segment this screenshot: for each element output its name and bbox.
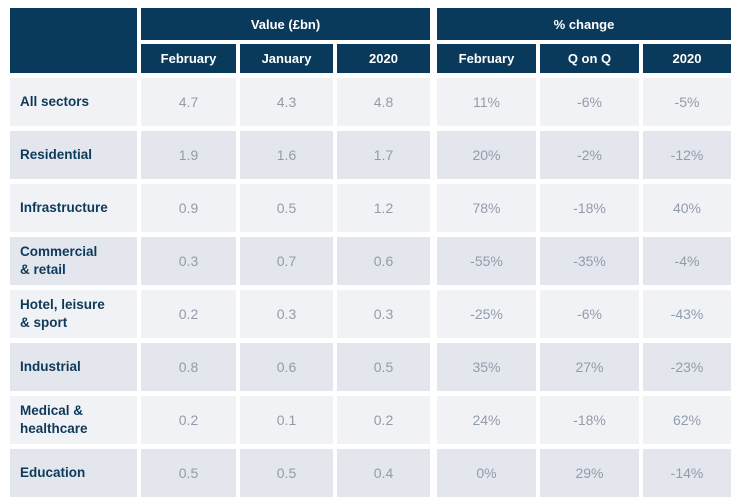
row-label-all-sectors: All sectors	[10, 78, 137, 126]
value-cell: 0.6	[337, 237, 430, 285]
value-cell: 0.3	[337, 290, 430, 338]
value-cell: 0.8	[141, 343, 236, 391]
percent-change-group-title: % change	[437, 8, 731, 40]
change-cell: 27%	[540, 343, 639, 391]
row-label-commercial-retail: Commercial & retail	[10, 237, 137, 285]
row-label-residential: Residential	[10, 131, 137, 179]
change-cell: -4%	[643, 237, 731, 285]
value-cell: 1.7	[337, 131, 430, 179]
row-label-education: Education	[10, 449, 137, 497]
change-cell: -18%	[540, 184, 639, 232]
value-cell: 0.2	[141, 290, 236, 338]
value-cell: 0.2	[337, 396, 430, 444]
change-cell: 35%	[437, 343, 536, 391]
row-label-industrial: Industrial	[10, 343, 137, 391]
change-cell: -35%	[540, 237, 639, 285]
table-row-infrastructure: Infrastructure 0.9 0.5 1.2 78% -18% 40%	[10, 184, 731, 232]
change-cell: 40%	[643, 184, 731, 232]
value-cell: 1.6	[240, 131, 333, 179]
change-cell: 29%	[540, 449, 639, 497]
value-cell: 0.7	[240, 237, 333, 285]
col-header-change-2020: 2020	[643, 44, 731, 73]
table-row-commercial-retail: Commercial & retail 0.3 0.7 0.6 -55% -35…	[10, 237, 731, 285]
value-cell: 0.1	[240, 396, 333, 444]
table-row-hotel-leisure-sport: Hotel, leisure & sport 0.2 0.3 0.3 -25% …	[10, 290, 731, 338]
value-cell: 4.3	[240, 78, 333, 126]
col-header-value-2020: 2020	[337, 44, 430, 73]
value-subheaders: February January 2020	[141, 44, 430, 73]
col-header-change-february: February	[437, 44, 536, 73]
table-row-all-sectors: All sectors 4.7 4.3 4.8 11% -6% -5%	[10, 78, 731, 126]
change-cell: -6%	[540, 290, 639, 338]
change-cell: -5%	[643, 78, 731, 126]
change-cell: 20%	[437, 131, 536, 179]
value-cell: 0.4	[337, 449, 430, 497]
change-cell: 78%	[437, 184, 536, 232]
value-cell: 0.2	[141, 396, 236, 444]
percent-change-column-group: % change February Q on Q 2020	[437, 8, 731, 73]
change-cell: -23%	[643, 343, 731, 391]
value-cell: 0.5	[337, 343, 430, 391]
row-label-hotel-leisure-sport: Hotel, leisure & sport	[10, 290, 137, 338]
col-header-change-qonq: Q on Q	[540, 44, 639, 73]
percent-change-subheaders: February Q on Q 2020	[437, 44, 731, 73]
change-cell: -14%	[643, 449, 731, 497]
value-column-group: Value (£bn) February January 2020	[141, 8, 430, 73]
value-cell: 0.6	[240, 343, 333, 391]
change-cell: -6%	[540, 78, 639, 126]
value-cell: 0.5	[141, 449, 236, 497]
change-cell: -18%	[540, 396, 639, 444]
change-cell: -2%	[540, 131, 639, 179]
table-header: Value (£bn) February January 2020 % chan…	[10, 8, 731, 73]
value-cell: 0.3	[240, 290, 333, 338]
change-cell: 0%	[437, 449, 536, 497]
value-cell: 0.3	[141, 237, 236, 285]
change-cell: -43%	[643, 290, 731, 338]
change-cell: -55%	[437, 237, 536, 285]
row-label-medical-healthcare: Medical & healthcare	[10, 396, 137, 444]
value-cell: 0.5	[240, 449, 333, 497]
change-cell: 62%	[643, 396, 731, 444]
value-cell: 0.5	[240, 184, 333, 232]
table-row-education: Education 0.5 0.5 0.4 0% 29% -14%	[10, 449, 731, 497]
value-cell: 4.8	[337, 78, 430, 126]
table-row-industrial: Industrial 0.8 0.6 0.5 35% 27% -23%	[10, 343, 731, 391]
change-cell: -12%	[643, 131, 731, 179]
header-corner-cell	[10, 8, 137, 73]
col-header-value-february: February	[141, 44, 236, 73]
sector-construction-table: Value (£bn) February January 2020 % chan…	[10, 8, 731, 497]
value-cell: 1.9	[141, 131, 236, 179]
change-cell: 11%	[437, 78, 536, 126]
row-label-infrastructure: Infrastructure	[10, 184, 137, 232]
value-cell: 4.7	[141, 78, 236, 126]
value-cell: 0.9	[141, 184, 236, 232]
value-group-title: Value (£bn)	[141, 8, 430, 40]
table-row-medical-healthcare: Medical & healthcare 0.2 0.1 0.2 24% -18…	[10, 396, 731, 444]
value-cell: 1.2	[337, 184, 430, 232]
change-cell: 24%	[437, 396, 536, 444]
table-row-residential: Residential 1.9 1.6 1.7 20% -2% -12%	[10, 131, 731, 179]
col-header-value-january: January	[240, 44, 333, 73]
change-cell: -25%	[437, 290, 536, 338]
